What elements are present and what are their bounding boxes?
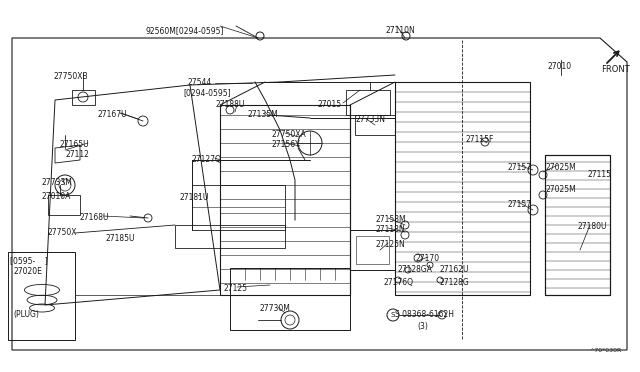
Text: 27025M: 27025M xyxy=(545,163,576,172)
Text: (PLUG): (PLUG) xyxy=(13,310,39,319)
Text: 27750XA: 27750XA xyxy=(272,130,307,139)
Text: 27176Q: 27176Q xyxy=(384,278,414,287)
Text: 27025M: 27025M xyxy=(545,185,576,194)
Text: 27115: 27115 xyxy=(588,170,612,179)
Text: 27733M: 27733M xyxy=(41,178,72,187)
Text: 27188U: 27188U xyxy=(216,100,245,109)
Text: 27020E: 27020E xyxy=(13,267,42,276)
Text: 27733N: 27733N xyxy=(355,115,385,124)
Text: 27118N: 27118N xyxy=(376,225,406,234)
Text: (3): (3) xyxy=(417,322,428,331)
Text: 27170: 27170 xyxy=(415,254,439,263)
Text: 27162U: 27162U xyxy=(440,265,470,274)
Text: 27544: 27544 xyxy=(188,78,212,87)
Text: 27157: 27157 xyxy=(507,163,531,172)
Text: 92560M[0294-0595]: 92560M[0294-0595] xyxy=(146,26,224,35)
Text: 27165U: 27165U xyxy=(60,140,90,149)
Text: 27125: 27125 xyxy=(224,284,248,293)
Text: 27015: 27015 xyxy=(318,100,342,109)
Text: 27180U: 27180U xyxy=(577,222,607,231)
Text: 27750XB: 27750XB xyxy=(53,72,88,81)
Text: 27730M: 27730M xyxy=(260,304,291,313)
Text: FRONT: FRONT xyxy=(601,65,630,74)
Text: 27167U: 27167U xyxy=(97,110,127,119)
Text: 27125N: 27125N xyxy=(376,240,406,249)
Text: 27157: 27157 xyxy=(507,200,531,209)
Text: 27135M: 27135M xyxy=(247,110,278,119)
Text: 27156Y: 27156Y xyxy=(272,140,301,149)
Text: 27185U: 27185U xyxy=(105,234,134,243)
Text: 27110N: 27110N xyxy=(385,26,415,35)
Text: S: S xyxy=(391,312,395,318)
Text: S 08368-6162H: S 08368-6162H xyxy=(395,310,454,319)
Text: 27181U: 27181U xyxy=(180,193,209,202)
Text: 27168U: 27168U xyxy=(80,213,109,222)
Text: [0595-    ]: [0595- ] xyxy=(10,256,48,265)
Text: ^70*030R: ^70*030R xyxy=(589,348,622,353)
Text: 27128GA: 27128GA xyxy=(398,265,433,274)
Text: 27128G: 27128G xyxy=(440,278,470,287)
Text: [0294-0595]: [0294-0595] xyxy=(183,88,230,97)
Text: 27127Q: 27127Q xyxy=(192,155,222,164)
Text: 27010: 27010 xyxy=(548,62,572,71)
Text: 27158M: 27158M xyxy=(376,215,406,224)
Text: 27010A: 27010A xyxy=(41,192,70,201)
Text: 27115F: 27115F xyxy=(466,135,494,144)
Text: 27112: 27112 xyxy=(65,150,89,159)
Text: 27750X: 27750X xyxy=(48,228,77,237)
